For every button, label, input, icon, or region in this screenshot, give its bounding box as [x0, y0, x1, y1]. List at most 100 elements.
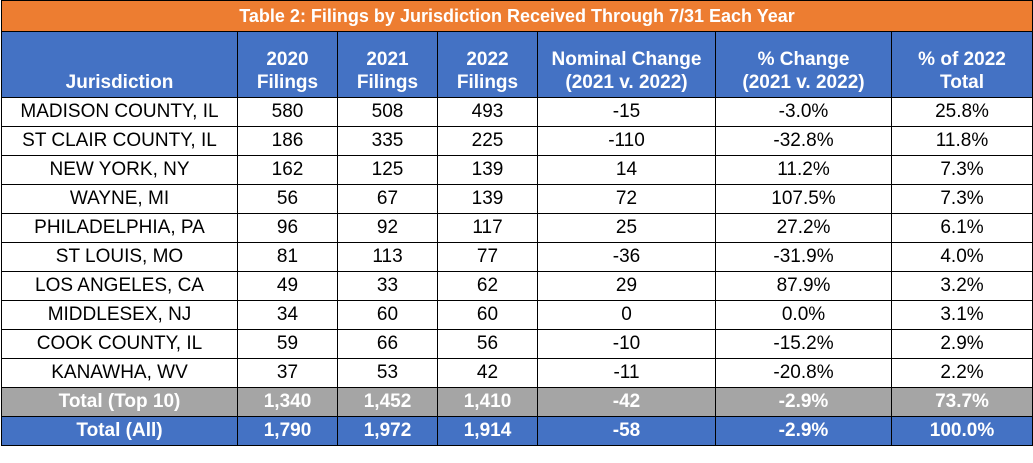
filings-2022-cell: 1,410 [437, 387, 538, 417]
jurisdiction-cell: MADISON COUNTY, IL [1, 97, 238, 127]
table-row: KANAWHA, WV 37 53 42 -11 -20.8% 2.2% [1, 358, 1033, 388]
filings-2020-cell: 56 [237, 184, 338, 214]
jurisdiction-cell: COOK COUNTY, IL [1, 329, 238, 359]
percent-of-total-cell: 7.3% [890, 184, 1033, 214]
table-title: Table 2: Filings by Jurisdiction Receive… [0, 0, 1033, 32]
percent-change-cell: -20.8% [715, 358, 892, 388]
nominal-change-cell: 14 [537, 155, 716, 185]
percent-change-cell: -32.8% [715, 126, 892, 156]
table-row: MADISON COUNTY, IL 580 508 493 -15 -3.0% 25.8% [1, 97, 1033, 127]
percent-of-total-cell: 7.3% [890, 155, 1033, 185]
nominal-change-cell: -11 [537, 358, 716, 388]
filings-2022-cell: 225 [437, 126, 538, 156]
percent-change-cell: 0.0% [715, 300, 892, 330]
table-row: ST LOUIS, MO 81 113 77 -36 -31.9% 4.0% [1, 242, 1033, 272]
filings-2021-cell: 508 [337, 97, 438, 127]
table-body: MADISON COUNTY, IL 580 508 493 -15 -3.0% 25.8%… [1, 97, 1033, 388]
filings-2020-cell: 162 [237, 155, 338, 185]
header-percent-of-total: % of 2022 Total [890, 31, 1033, 98]
nominal-change-cell: -15 [537, 97, 716, 127]
total-top10-row: Total (Top 10) 1,340 1,452 1,410 -42 -2.9% 73.… [1, 387, 1033, 417]
filings-2022-cell: 139 [437, 155, 538, 185]
filings-2022-cell: 117 [437, 213, 538, 243]
nominal-change-cell: 25 [537, 213, 716, 243]
table-row: NEW YORK, NY 162 125 139 14 11.2% 7.3% [1, 155, 1033, 185]
filings-2021-cell: 335 [337, 126, 438, 156]
filings-2020-cell: 1,790 [237, 416, 338, 446]
filings-2020-cell: 49 [237, 271, 338, 301]
filings-2020-cell: 1,340 [237, 387, 338, 417]
filings-2021-cell: 66 [337, 329, 438, 359]
filings-2020-cell: 186 [237, 126, 338, 156]
header-2022-filings: 2022 Filings [437, 31, 538, 98]
nominal-change-cell: -42 [537, 387, 716, 417]
filings-2022-cell: 62 [437, 271, 538, 301]
jurisdiction-cell: ST LOUIS, MO [1, 242, 238, 272]
percent-of-total-cell: 4.0% [890, 242, 1033, 272]
table-row: ST CLAIR COUNTY, IL 186 335 225 -110 -32.8% 11… [1, 126, 1033, 156]
nominal-change-cell: 0 [537, 300, 716, 330]
table-row: PHILADELPHIA, PA 96 92 117 25 27.2% 6.1% [1, 213, 1033, 243]
percent-of-total-cell: 73.7% [890, 387, 1033, 417]
nominal-change-cell: -10 [537, 329, 716, 359]
filings-2020-cell: 59 [237, 329, 338, 359]
table-row: WAYNE, MI 56 67 139 72 107.5% 7.3% [1, 184, 1033, 214]
nominal-change-cell: -58 [537, 416, 716, 446]
filings-2022-cell: 77 [437, 242, 538, 272]
percent-change-cell: -3.0% [715, 97, 892, 127]
percent-of-total-cell: 3.1% [890, 300, 1033, 330]
filings-2021-cell: 113 [337, 242, 438, 272]
filings-2021-cell: 125 [337, 155, 438, 185]
header-jurisdiction: Jurisdiction [1, 31, 238, 98]
filings-2020-cell: 580 [237, 97, 338, 127]
jurisdiction-cell: WAYNE, MI [1, 184, 238, 214]
filings-2022-cell: 493 [437, 97, 538, 127]
filings-2021-cell: 92 [337, 213, 438, 243]
table-row: COOK COUNTY, IL 59 66 56 -10 -15.2% 2.9% [1, 329, 1033, 359]
filings-2022-cell: 139 [437, 184, 538, 214]
percent-of-total-cell: 100.0% [890, 416, 1033, 446]
percent-of-total-cell: 6.1% [890, 213, 1033, 243]
filings-table: Table 2: Filings by Jurisdiction Receive… [0, 0, 1033, 446]
nominal-change-cell: -36 [537, 242, 716, 272]
percent-change-cell: 87.9% [715, 271, 892, 301]
nominal-change-cell: -110 [537, 126, 716, 156]
filings-2020-cell: 37 [237, 358, 338, 388]
percent-change-cell: -15.2% [715, 329, 892, 359]
filings-2021-cell: 33 [337, 271, 438, 301]
jurisdiction-cell: NEW YORK, NY [1, 155, 238, 185]
jurisdiction-cell: ST CLAIR COUNTY, IL [1, 126, 238, 156]
percent-of-total-cell: 25.8% [890, 97, 1033, 127]
filings-2022-cell: 60 [437, 300, 538, 330]
filings-2021-cell: 1,452 [337, 387, 438, 417]
filings-2021-cell: 53 [337, 358, 438, 388]
jurisdiction-cell: PHILADELPHIA, PA [1, 213, 238, 243]
table-row: LOS ANGELES, CA 49 33 62 29 87.9% 3.2% [1, 271, 1033, 301]
filings-2020-cell: 81 [237, 242, 338, 272]
header-row: Jurisdiction 2020 Filings 2021 Filings 202… [1, 31, 1033, 98]
percent-change-cell: -2.9% [715, 416, 892, 446]
percent-of-total-cell: 3.2% [890, 271, 1033, 301]
percent-change-cell: -31.9% [715, 242, 892, 272]
jurisdiction-cell: LOS ANGELES, CA [1, 271, 238, 301]
filings-2021-cell: 67 [337, 184, 438, 214]
percent-change-cell: 107.5% [715, 184, 892, 214]
jurisdiction-cell: KANAWHA, WV [1, 358, 238, 388]
header-nominal-change: Nominal Change (2021 v. 2022) [537, 31, 716, 98]
jurisdiction-cell: Total (All) [1, 416, 238, 446]
percent-change-cell: 27.2% [715, 213, 892, 243]
filings-2021-cell: 60 [337, 300, 438, 330]
total-all-row: Total (All) 1,790 1,972 1,914 -58 -2.9% 100.0% [1, 416, 1033, 446]
filings-2022-cell: 42 [437, 358, 538, 388]
header-percent-change: % Change (2021 v. 2022) [715, 31, 892, 98]
percent-change-cell: 11.2% [715, 155, 892, 185]
jurisdiction-cell: Total (Top 10) [1, 387, 238, 417]
nominal-change-cell: 29 [537, 271, 716, 301]
filings-2022-cell: 56 [437, 329, 538, 359]
header-2020-filings: 2020 Filings [237, 31, 338, 98]
percent-change-cell: -2.9% [715, 387, 892, 417]
nominal-change-cell: 72 [537, 184, 716, 214]
percent-of-total-cell: 11.8% [890, 126, 1033, 156]
filings-2020-cell: 34 [237, 300, 338, 330]
filings-2021-cell: 1,972 [337, 416, 438, 446]
